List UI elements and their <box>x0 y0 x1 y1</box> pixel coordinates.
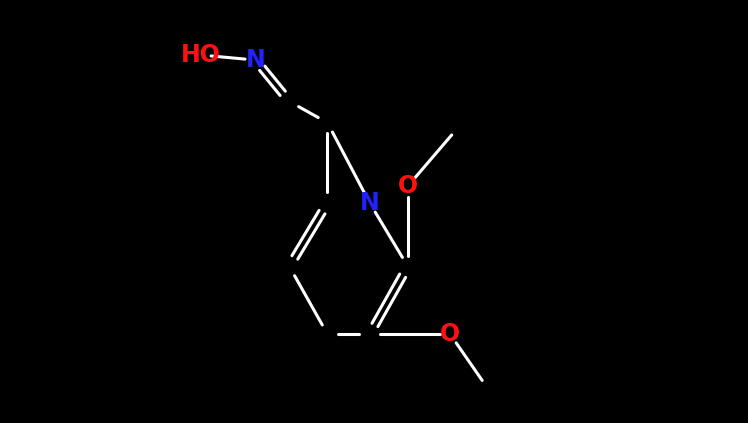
Text: O: O <box>440 322 460 346</box>
Text: N: N <box>360 191 380 215</box>
Text: N: N <box>245 48 266 72</box>
Text: O: O <box>398 174 418 198</box>
Text: HO: HO <box>180 43 221 67</box>
